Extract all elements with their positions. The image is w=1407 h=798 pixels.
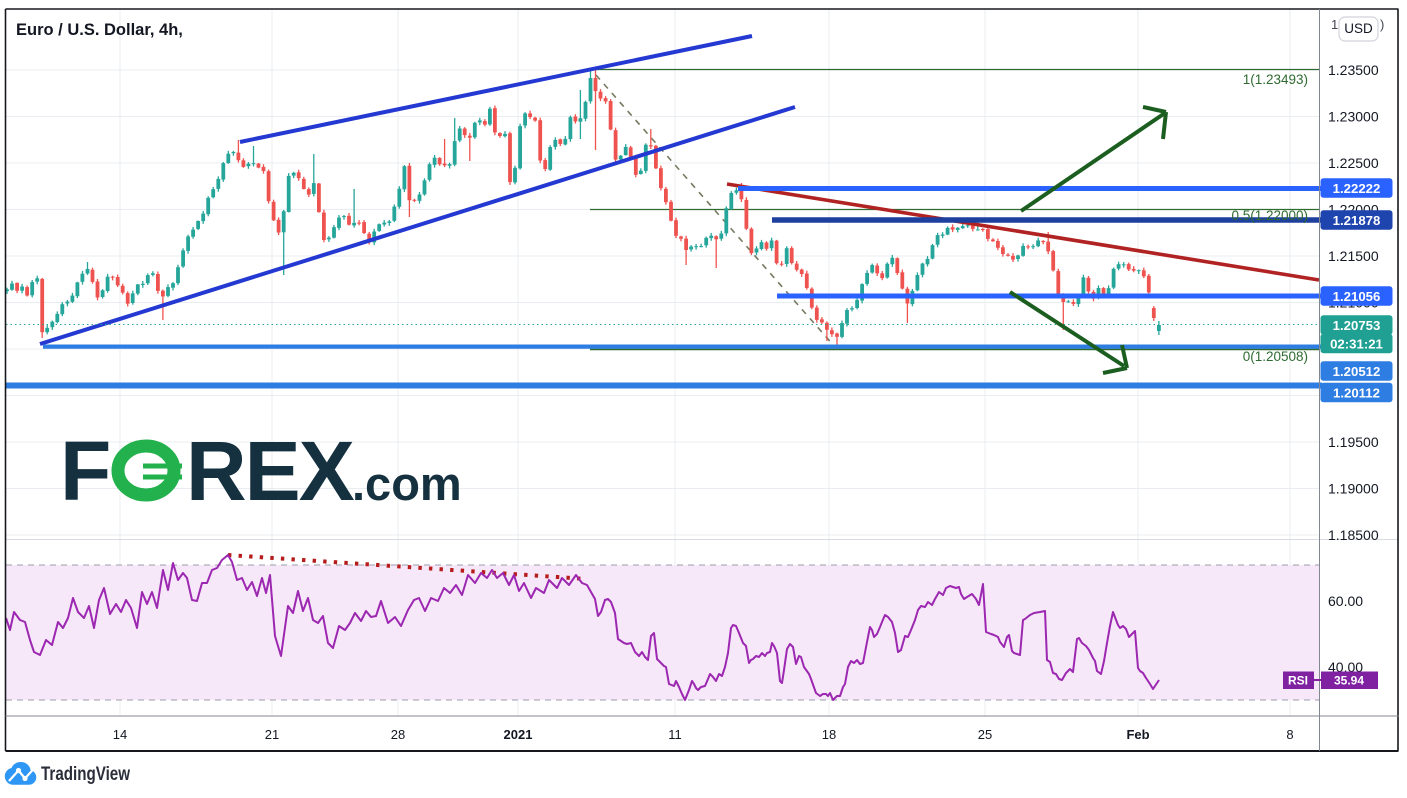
svg-text:14: 14 (113, 727, 127, 742)
svg-text:1.21056: 1.21056 (1333, 289, 1381, 304)
svg-text:1.21878: 1.21878 (1333, 213, 1381, 228)
svg-text:1.19000: 1.19000 (1328, 481, 1379, 497)
svg-text:2021: 2021 (504, 727, 533, 742)
svg-text:Euro / U.S. Dollar, 4h,: Euro / U.S. Dollar, 4h, (16, 21, 183, 39)
svg-text:8: 8 (1286, 727, 1293, 742)
svg-text:1.20753: 1.20753 (1333, 318, 1381, 333)
svg-text:21: 21 (265, 727, 279, 742)
svg-text:28: 28 (391, 727, 405, 742)
svg-text:USD: USD (1344, 21, 1373, 36)
svg-text:1.21500: 1.21500 (1328, 248, 1379, 264)
svg-text:60.00: 60.00 (1328, 593, 1363, 609)
svg-text:35.94: 35.94 (1334, 674, 1364, 688)
svg-text:0.5(1.22000): 0.5(1.22000) (1231, 208, 1308, 223)
svg-text:): ) (1380, 17, 1384, 32)
svg-text:RSI: RSI (1288, 674, 1308, 688)
svg-text:REX: REX (186, 424, 355, 518)
svg-text:TradingView: TradingView (41, 764, 130, 785)
svg-text:11: 11 (668, 727, 682, 742)
svg-text:1: 1 (1331, 17, 1338, 32)
svg-text:F: F (60, 424, 109, 518)
svg-text:.com: .com (352, 457, 462, 510)
svg-text:Feb: Feb (1126, 727, 1149, 742)
svg-text:1.22500: 1.22500 (1328, 155, 1379, 171)
svg-text:40.00: 40.00 (1328, 659, 1363, 675)
svg-text:1.18500: 1.18500 (1328, 527, 1379, 543)
svg-text:1(1.23493): 1(1.23493) (1243, 72, 1308, 87)
svg-text:1.23500: 1.23500 (1328, 62, 1379, 78)
svg-text:1.20112: 1.20112 (1333, 385, 1380, 400)
svg-text:1.20512: 1.20512 (1333, 364, 1381, 379)
svg-text:18: 18 (822, 727, 836, 742)
svg-text:25: 25 (978, 727, 992, 742)
svg-text:1.23000: 1.23000 (1328, 109, 1379, 125)
svg-text:1.22222: 1.22222 (1333, 181, 1381, 196)
svg-text:02:31:21: 02:31:21 (1330, 336, 1383, 351)
svg-text:0(1.20508): 0(1.20508) (1243, 349, 1308, 364)
svg-text:1.19500: 1.19500 (1328, 434, 1379, 450)
